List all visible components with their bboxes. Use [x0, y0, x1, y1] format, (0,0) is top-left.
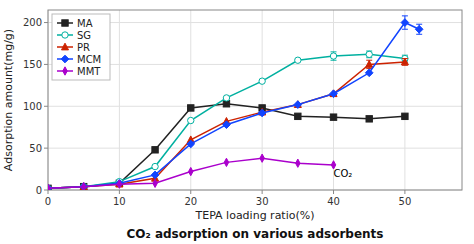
error-bar: [402, 59, 408, 66]
error-bar: [366, 51, 372, 58]
point: [296, 159, 300, 167]
x-tick-label: 30: [256, 196, 269, 207]
legend-marker: [63, 67, 67, 75]
legend-marker: [62, 20, 68, 26]
x-axis-label: TEPA loading ratio(%): [194, 209, 314, 222]
x-tick: [119, 190, 120, 194]
grid: [48, 10, 462, 190]
point: [80, 183, 86, 189]
legend-label: MCM: [77, 54, 101, 65]
x-tick: [404, 190, 405, 194]
y-tick-label: 100: [23, 101, 42, 112]
y-tick: [44, 64, 48, 65]
point: [187, 140, 195, 148]
grid-line: [119, 10, 120, 190]
point: [48, 184, 52, 190]
grid-line: [190, 10, 191, 190]
x-tick-label: 40: [327, 196, 340, 207]
y-tick-label: 150: [23, 59, 42, 70]
legend-marker: [62, 32, 68, 38]
y-tick-label: 0: [36, 185, 42, 196]
annotation: CO₂: [334, 168, 353, 179]
y-tick: [44, 22, 48, 23]
x-tick-label: 0: [45, 196, 51, 207]
point: [330, 114, 336, 120]
point: [224, 158, 228, 166]
grid-line: [48, 148, 462, 149]
point: [366, 61, 373, 68]
point: [188, 105, 194, 111]
x-tick-label: 20: [184, 196, 197, 207]
point: [294, 101, 302, 109]
point: [366, 116, 372, 122]
legend-label: MMT: [77, 66, 101, 77]
point: [188, 117, 194, 123]
y-tick: [44, 148, 48, 149]
series-line: [48, 158, 334, 188]
chart: 0 10 20 30 40 50 0 50 100 150 200 TEPA loading rati…: [0, 0, 474, 244]
y-tick-label: 200: [23, 17, 42, 28]
point: [260, 154, 264, 162]
title: CO₂ adsorption on various adsorbents: [126, 227, 383, 241]
point: [295, 57, 301, 63]
error-bar: [331, 52, 337, 60]
point: [365, 69, 373, 77]
point: [259, 78, 265, 84]
error-bar: [402, 16, 408, 29]
series-line: [48, 62, 405, 188]
legend-box: [52, 14, 110, 80]
x-tick: [48, 190, 49, 194]
legend-marker: [61, 43, 68, 50]
point: [117, 180, 121, 188]
legend: MASGPRMCMMMT: [52, 14, 110, 80]
point: [223, 121, 231, 129]
point: [189, 167, 193, 175]
point: [402, 113, 408, 119]
series: [48, 101, 408, 190]
point: [151, 171, 159, 179]
x-tick: [333, 190, 334, 194]
point: [258, 109, 266, 117]
y-tick: [44, 190, 48, 191]
point: [366, 51, 372, 57]
point: [294, 101, 301, 108]
y-tick-label: 50: [29, 143, 42, 154]
point: [330, 53, 336, 59]
x-tick: [262, 190, 263, 194]
legend-label: PR: [77, 42, 90, 53]
point: [48, 184, 50, 190]
point: [80, 183, 86, 189]
legend-label: MA: [77, 18, 93, 29]
point: [152, 163, 158, 169]
grid-line: [404, 10, 405, 190]
point: [223, 95, 229, 101]
series: [48, 154, 336, 190]
point: [81, 182, 85, 190]
point: [330, 90, 338, 98]
error-bar: [416, 24, 422, 34]
y-tick: [44, 106, 48, 107]
point: [295, 113, 301, 119]
series-line: [48, 104, 405, 189]
point: [415, 25, 423, 33]
x-tick-label: 10: [113, 196, 126, 207]
point: [330, 90, 337, 97]
x-tick: [190, 190, 191, 194]
legend-marker: [61, 55, 69, 63]
point: [401, 19, 409, 27]
y-axis-label: Adsorption amount(mg/g): [2, 29, 15, 171]
point: [401, 58, 408, 65]
axes: 0 10 20 30 40 50 0 50 100 150 200: [23, 17, 411, 207]
error-bar: [366, 60, 372, 68]
legend-label: SG: [77, 30, 91, 41]
point: [152, 147, 158, 153]
plot-frame: [48, 10, 462, 190]
x-tick-label: 50: [399, 196, 412, 207]
point: [153, 179, 157, 187]
